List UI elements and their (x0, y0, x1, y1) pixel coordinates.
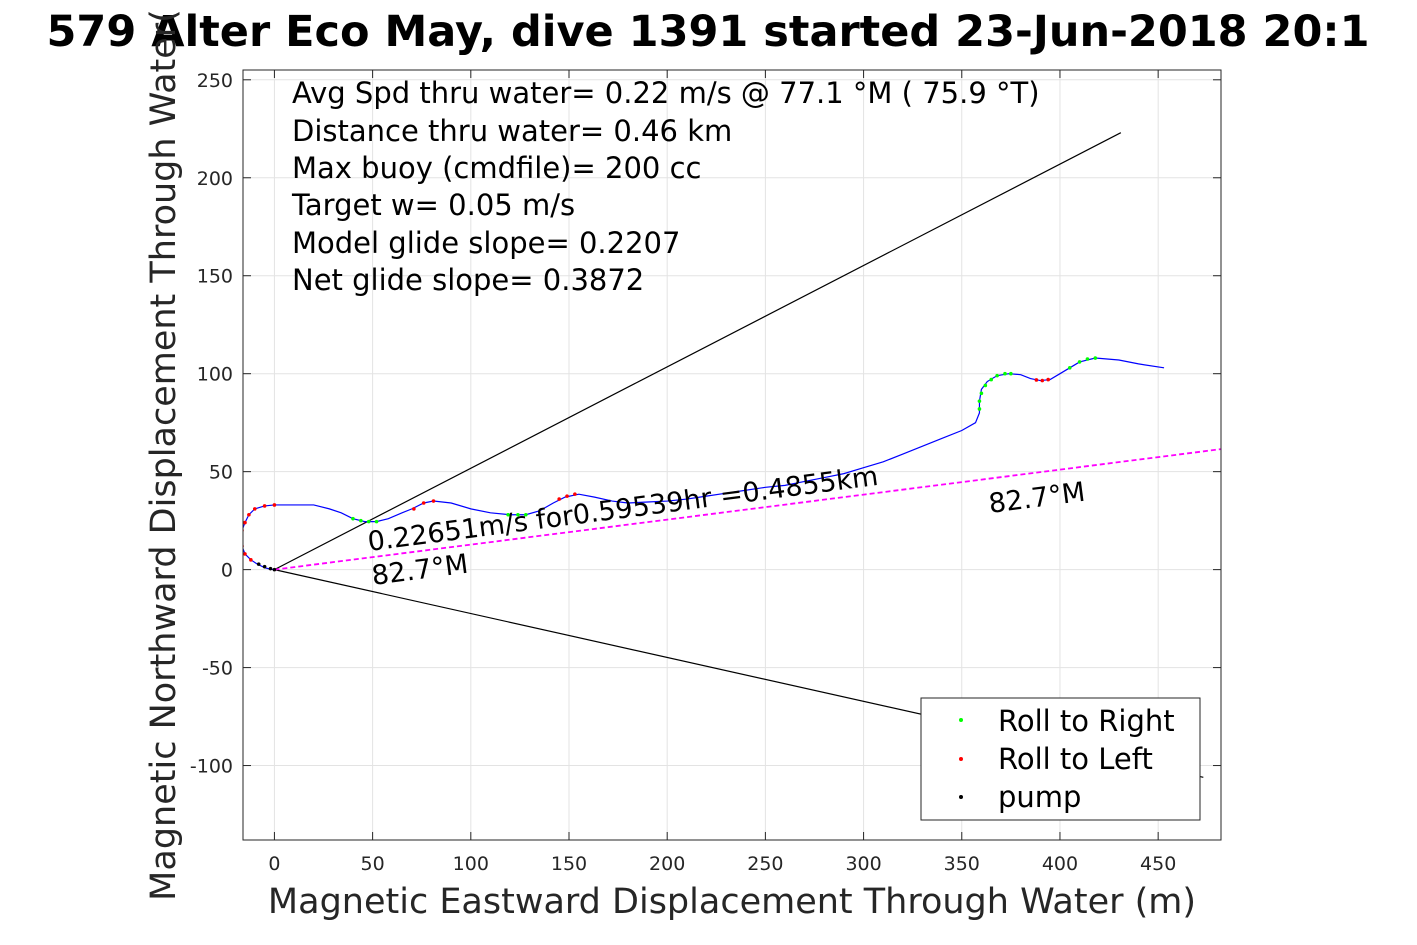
roll-right-marker (979, 391, 984, 396)
info-line-net-glide: Net glide slope= 0.3872 (292, 263, 644, 297)
y-tick-label: 150 (197, 266, 233, 288)
roll-right-marker (516, 512, 520, 517)
legend-label-pump: pump (998, 780, 1081, 814)
roll-right-marker (977, 399, 982, 403)
roll-left-marker (247, 512, 251, 517)
roll-right-marker (989, 377, 994, 382)
roll-left-marker (431, 499, 436, 503)
info-line-target-w: Target w= 0.05 m/s (291, 188, 575, 222)
x-tick-label: 200 (649, 853, 685, 875)
roll-left-marker (243, 520, 247, 525)
roll-left-marker (557, 497, 561, 501)
legend-label-roll-left: Roll to Left (998, 742, 1153, 776)
roll-right-marker (359, 518, 363, 523)
roll-left-marker (1034, 378, 1039, 382)
info-box: Avg Spd thru water= 0.22 m/s @ 77.1 °M (… (291, 76, 1040, 297)
roll-right-marker (1009, 371, 1013, 376)
x-tick-label: 450 (1140, 853, 1176, 875)
legend: Roll to Right Roll to Left pump (920, 697, 1201, 821)
y-tick-label: 50 (209, 462, 233, 484)
x-axis-label: Magnetic Eastward Displacement Through W… (268, 882, 1196, 922)
x-tick-label: 150 (551, 853, 587, 875)
x-tick-label: 50 (361, 853, 385, 875)
x-tick-label: 0 (268, 853, 280, 875)
legend-box (920, 697, 1201, 821)
roll-right-marker (995, 373, 999, 378)
pump-marker (262, 564, 267, 569)
legend-label-roll-right: Roll to Right (998, 704, 1175, 738)
pump-marker (272, 567, 277, 572)
roll-left-marker (1046, 377, 1050, 382)
y-tick-label: 200 (197, 168, 233, 190)
roll-left-marker (272, 503, 277, 507)
roll-right-marker (1003, 371, 1007, 376)
axis-ticks: 0 50 100 150 200 250 300 350 400 450 -100 -50 0 50 100… (190, 70, 1221, 875)
y-tick-label: 250 (197, 70, 233, 92)
roll-right-marker (983, 383, 988, 388)
roll-right-marker (1093, 356, 1098, 360)
roll-right-marker (366, 519, 371, 524)
roll-right-marker (351, 516, 355, 521)
roll-right-marker (1067, 366, 1072, 370)
x-tick-label: 350 (944, 853, 980, 875)
roll-left-marker (243, 552, 247, 556)
x-tick-label: 300 (845, 853, 881, 875)
plot-frame (242, 69, 1222, 841)
roll-right-marker (1077, 360, 1082, 364)
roll-right-marker (523, 512, 528, 517)
legend-marker-pump (959, 795, 963, 799)
y-tick-label: -50 (202, 658, 233, 680)
roll-left-marker (573, 492, 577, 496)
roll-left-marker (239, 536, 243, 540)
info-line-avg-speed: Avg Spd thru water= 0.22 m/s @ 77.1 °M (… (292, 76, 1040, 110)
roll-left-marker (565, 494, 569, 498)
roll-left-marker (421, 501, 426, 505)
roll-right-marker (977, 407, 982, 411)
roll-left-marker (262, 504, 267, 508)
track-markers (239, 356, 1098, 572)
roll-right-marker (506, 512, 510, 517)
roll-left-marker (252, 507, 257, 511)
chart-title: 579 Alter Eco May, dive 1391 started 23-… (46, 7, 1369, 57)
roll-right-marker (1085, 357, 1090, 361)
y-axis-label: Magnetic Northward Displacement Through … (144, 9, 184, 901)
pump-marker (256, 562, 261, 566)
legend-marker-roll-left (959, 757, 963, 761)
legend-marker-roll-right (959, 718, 963, 722)
info-line-max-buoy: Max buoy (cmdfile)= 200 cc (292, 151, 701, 185)
info-line-model-glide: Model glide slope= 0.2207 (292, 226, 680, 260)
y-tick-label: -100 (190, 756, 233, 778)
pump-marker (268, 566, 273, 571)
x-tick-label: 400 (1042, 853, 1078, 875)
roll-left-marker (412, 507, 416, 511)
roll-right-marker (374, 519, 379, 524)
info-line-distance: Distance thru water= 0.46 km (292, 114, 732, 148)
heading-line (274, 448, 1221, 571)
y-tick-label: 100 (197, 364, 233, 386)
cone-upper-line (274, 132, 1122, 571)
y-tick-label: 0 (221, 560, 233, 582)
x-tick-label: 250 (747, 853, 783, 875)
x-tick-label: 100 (453, 853, 489, 875)
roll-left-marker (249, 558, 253, 562)
roll-left-marker (1040, 378, 1045, 383)
